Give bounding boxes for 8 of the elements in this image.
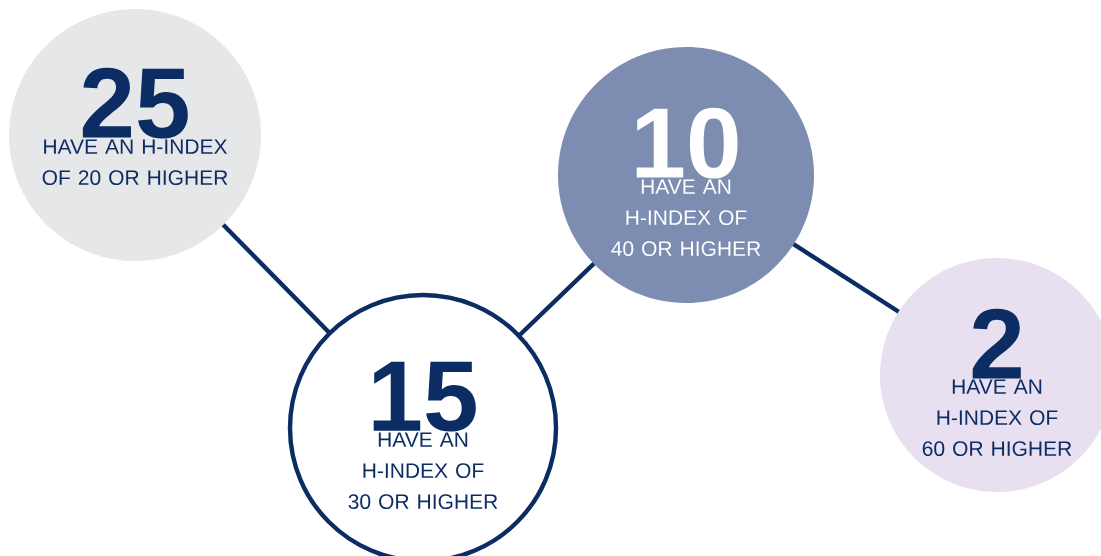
- category-label: HAVE AN H-INDEX OF 40 OR HIGHER: [611, 179, 761, 257]
- data-label: 15: [373, 361, 476, 432]
- data-label: 2: [972, 308, 1021, 379]
- category-label: HAVE AN H-INDEX OF 20 OR HIGHER: [42, 139, 228, 186]
- category-label: HAVE AN H-INDEX OF 30 OR HIGHER: [348, 432, 498, 510]
- data-label: 10: [636, 107, 738, 179]
- category-label: HAVE AN H-INDEX OF 60 OR HIGHER: [922, 379, 1072, 457]
- data-label: 25: [82, 67, 188, 139]
